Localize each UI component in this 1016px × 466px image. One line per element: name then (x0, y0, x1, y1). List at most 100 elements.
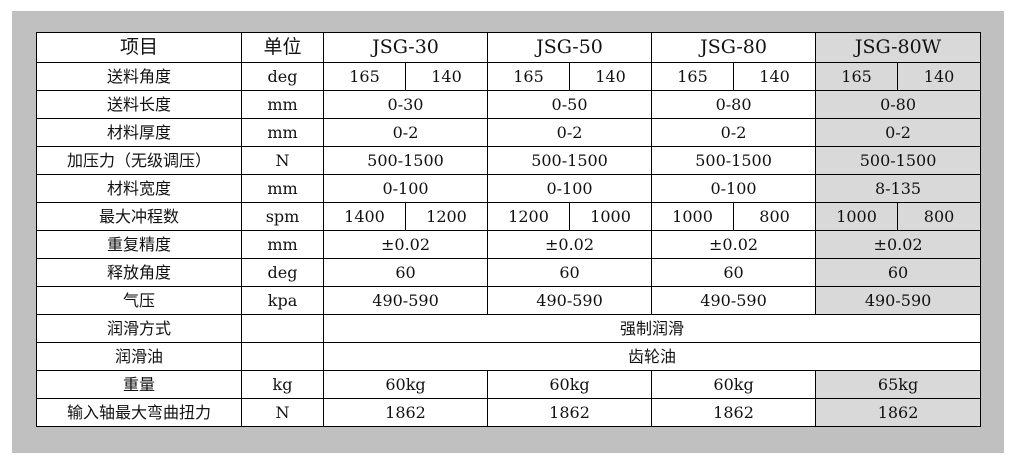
value-cell: 1862 (322, 398, 489, 427)
row-unit: kpa (241, 286, 324, 315)
value-cell: 490-590 (815, 286, 982, 315)
row-unit (241, 342, 324, 371)
header-model: JSG-80 (651, 32, 817, 63)
value-cell: 0-100 (322, 174, 489, 203)
table-row: 释放角度 deg 60 60 60 60 (36, 258, 982, 287)
value-cell: 140 (404, 62, 489, 91)
table-row: 材料宽度 mm 0-100 0-100 0-100 8-135 (36, 174, 982, 203)
value-cell: 140 (569, 62, 653, 91)
value-cell: 800 (733, 202, 817, 231)
table-row: 气压 kpa 490-590 490-590 490-590 490-590 (36, 286, 982, 315)
value-cell: ±0.02 (322, 230, 489, 259)
row-label: 气压 (36, 286, 242, 315)
value-cell: 0-50 (487, 90, 653, 119)
row-unit: N (241, 398, 324, 427)
value-cell: 1862 (815, 398, 982, 427)
row-unit: mm (241, 90, 324, 119)
value-cell: 165 (323, 62, 406, 91)
table-row: 送料角度 deg 165 140 165 140 165 140 165 140 (36, 62, 982, 91)
value-cell: 8-135 (815, 174, 982, 203)
table-row: 最大冲程数 spm 1400 1200 1200 1000 1000 800 1000 800 (36, 202, 982, 231)
value-cell: 65kg (815, 370, 982, 399)
value-cell: 140 (897, 62, 982, 91)
value-cell: 500-1500 (322, 146, 489, 175)
value-cell: 490-590 (487, 286, 653, 315)
value-cell: 140 (733, 62, 817, 91)
header-model: JSG-80W (815, 32, 982, 63)
value-cell: 60kg (651, 370, 817, 399)
table-row: 输入轴最大弯曲扭力 N 1862 1862 1862 1862 (36, 398, 982, 427)
row-label: 重量 (36, 370, 242, 399)
row-unit: spm (241, 202, 324, 231)
value-cell: 1200 (404, 202, 489, 231)
value-cell: 1000 (569, 202, 653, 231)
value-cell: 1862 (651, 398, 817, 427)
value-cell: 490-590 (651, 286, 817, 315)
header-model: JSG-50 (487, 32, 653, 63)
table-row: 重量 kg 60kg 60kg 60kg 65kg (36, 370, 982, 399)
value-cell: 800 (897, 202, 982, 231)
value-cell: 0-100 (487, 174, 653, 203)
value-cell: 60 (322, 258, 489, 287)
value-cell: 0-2 (651, 118, 817, 147)
value-cell: 0-30 (322, 90, 489, 119)
row-label: 材料宽度 (36, 174, 242, 203)
value-cell: 500-1500 (487, 146, 653, 175)
row-unit: deg (241, 258, 324, 287)
row-label: 最大冲程数 (36, 202, 242, 231)
row-label: 润滑方式 (36, 314, 242, 343)
row-label: 输入轴最大弯曲扭力 (36, 398, 242, 427)
header-model: JSG-30 (322, 32, 489, 63)
spec-table: 项目 单位 JSG-30 JSG-50 JSG-80 JSG-80W 送料角度 d… (36, 32, 982, 427)
value-cell: 60 (487, 258, 653, 287)
value-cell: 60 (815, 258, 982, 287)
row-label: 送料长度 (36, 90, 242, 119)
value-cell: ±0.02 (815, 230, 982, 259)
value-cell: 齿轮油 (322, 342, 982, 371)
table-row: 润滑方式 强制润滑 (36, 314, 982, 343)
value-cell: 0-2 (487, 118, 653, 147)
table-row: 重复精度 mm ±0.02 ±0.02 ±0.02 ±0.02 (36, 230, 982, 259)
row-unit: mm (241, 174, 324, 203)
value-cell: ±0.02 (651, 230, 817, 259)
value-cell: 60kg (487, 370, 653, 399)
value-cell: 0-2 (322, 118, 489, 147)
value-cell: 1000 (651, 202, 735, 231)
row-label: 送料角度 (36, 62, 242, 91)
value-cell: 0-80 (651, 90, 817, 119)
value-cell: 0-80 (815, 90, 982, 119)
row-label: 重复精度 (36, 230, 242, 259)
value-cell: 1000 (815, 202, 899, 231)
value-cell: 强制润滑 (322, 314, 982, 343)
table-row: 送料长度 mm 0-30 0-50 0-80 0-80 (36, 90, 982, 119)
row-label: 释放角度 (36, 258, 242, 287)
value-cell: 1400 (323, 202, 406, 231)
row-label: 润滑油 (36, 342, 242, 371)
value-cell: 0-100 (651, 174, 817, 203)
row-unit: N (241, 146, 324, 175)
value-cell: 0-2 (815, 118, 982, 147)
header-unit: 单位 (241, 32, 324, 63)
row-unit: deg (241, 62, 324, 91)
value-cell: 165 (651, 62, 735, 91)
row-unit: mm (241, 230, 324, 259)
value-cell: 1862 (487, 398, 653, 427)
header-item: 项目 (36, 32, 242, 63)
header-row: 项目 单位 JSG-30 JSG-50 JSG-80 JSG-80W (36, 32, 982, 63)
table-row: 材料厚度 mm 0-2 0-2 0-2 0-2 (36, 118, 982, 147)
row-unit: kg (241, 370, 324, 399)
table-row: 润滑油 齿轮油 (36, 342, 982, 371)
value-cell: 165 (815, 62, 899, 91)
row-label: 材料厚度 (36, 118, 242, 147)
value-cell: ±0.02 (487, 230, 653, 259)
value-cell: 500-1500 (815, 146, 982, 175)
value-cell: 60 (651, 258, 817, 287)
table-row: 加压力（无级调压） N 500-1500 500-1500 500-1500 500-15… (36, 146, 982, 175)
value-cell: 490-590 (322, 286, 489, 315)
value-cell: 60kg (322, 370, 489, 399)
value-cell: 500-1500 (651, 146, 817, 175)
row-label: 加压力（无级调压） (36, 146, 242, 175)
row-unit (241, 314, 324, 343)
value-cell: 165 (487, 62, 571, 91)
value-cell: 1200 (487, 202, 571, 231)
